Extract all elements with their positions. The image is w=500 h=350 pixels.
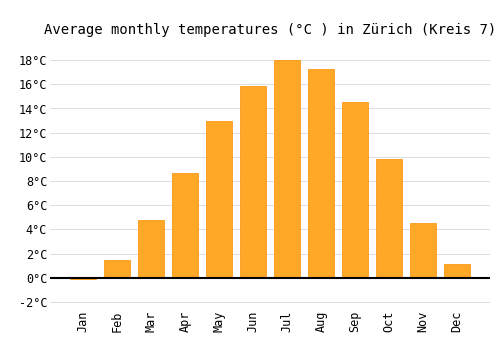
Bar [240, 85, 266, 278]
Bar [104, 260, 130, 278]
Bar [376, 159, 402, 278]
Bar [274, 60, 300, 278]
Bar [410, 223, 436, 278]
Bar [342, 103, 368, 278]
Bar [138, 220, 164, 278]
Bar [172, 173, 198, 278]
Title: Average monthly temperatures (°C ) in Zürich (Kreis 7): Average monthly temperatures (°C ) in Zü… [44, 23, 496, 37]
Bar [70, 278, 96, 279]
Bar [206, 121, 232, 278]
Bar [308, 69, 334, 278]
Bar [444, 265, 470, 278]
